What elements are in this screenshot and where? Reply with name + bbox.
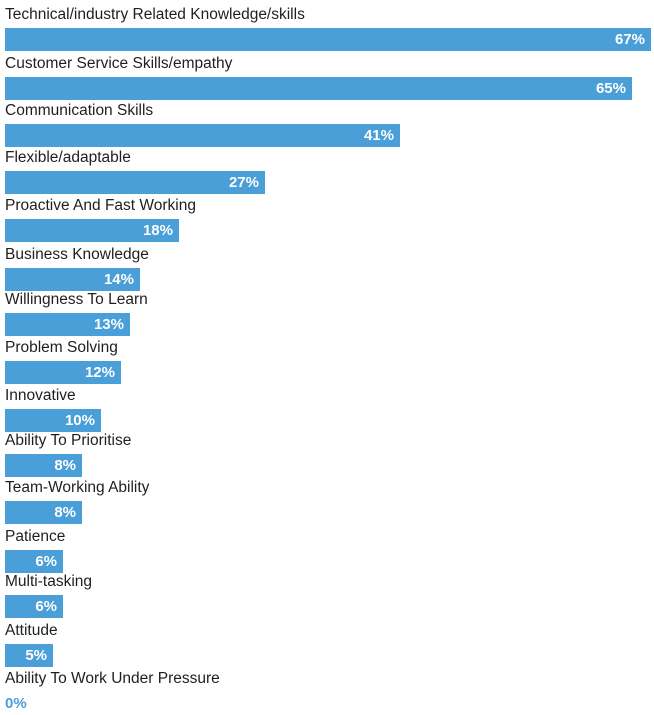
value-label: 27% — [228, 174, 259, 191]
value-label: 8% — [54, 457, 76, 474]
bar — [5, 361, 121, 384]
value-label: 0% — [5, 695, 27, 712]
category-label: Innovative — [5, 387, 76, 404]
value-label: 8% — [54, 504, 76, 521]
category-label: Ability To Work Under Pressure — [5, 670, 220, 687]
bar — [5, 171, 265, 194]
value-label: 12% — [84, 364, 115, 381]
bar — [5, 313, 130, 336]
category-label: Problem Solving — [5, 339, 118, 356]
bar — [5, 219, 179, 242]
value-label: 14% — [103, 271, 134, 288]
bar — [5, 77, 632, 100]
category-label: Flexible/adaptable — [5, 149, 131, 166]
value-label: 5% — [25, 647, 47, 664]
value-label: 6% — [35, 553, 57, 570]
category-label: Customer Service Skills/empathy — [5, 55, 233, 72]
bar — [5, 550, 63, 573]
category-label: Willingness To Learn — [5, 291, 148, 308]
value-label: 18% — [142, 222, 173, 239]
bar — [5, 268, 140, 291]
bar — [5, 595, 63, 618]
bar — [5, 501, 82, 524]
category-label: Business Knowledge — [5, 246, 149, 263]
category-label: Patience — [5, 528, 66, 545]
category-label: Multi-tasking — [5, 573, 92, 590]
bar — [5, 454, 82, 477]
category-label: Ability To Prioritise — [5, 432, 132, 449]
value-label: 65% — [595, 80, 626, 97]
value-label: 13% — [93, 316, 124, 333]
bar — [5, 409, 101, 432]
value-label: 10% — [64, 412, 95, 429]
category-label: Communication Skills — [5, 102, 154, 119]
value-label: 67% — [614, 31, 645, 48]
category-label: Team-Working Ability — [5, 479, 150, 496]
value-label: 6% — [35, 598, 57, 615]
category-label: Proactive And Fast Working — [5, 197, 196, 214]
bar — [5, 644, 53, 667]
category-label: Technical/industry Related Knowledge/ski… — [5, 6, 305, 23]
bar — [5, 124, 400, 147]
bar — [5, 28, 651, 51]
value-label: 41% — [363, 127, 394, 144]
category-label: Attitude — [5, 622, 58, 639]
